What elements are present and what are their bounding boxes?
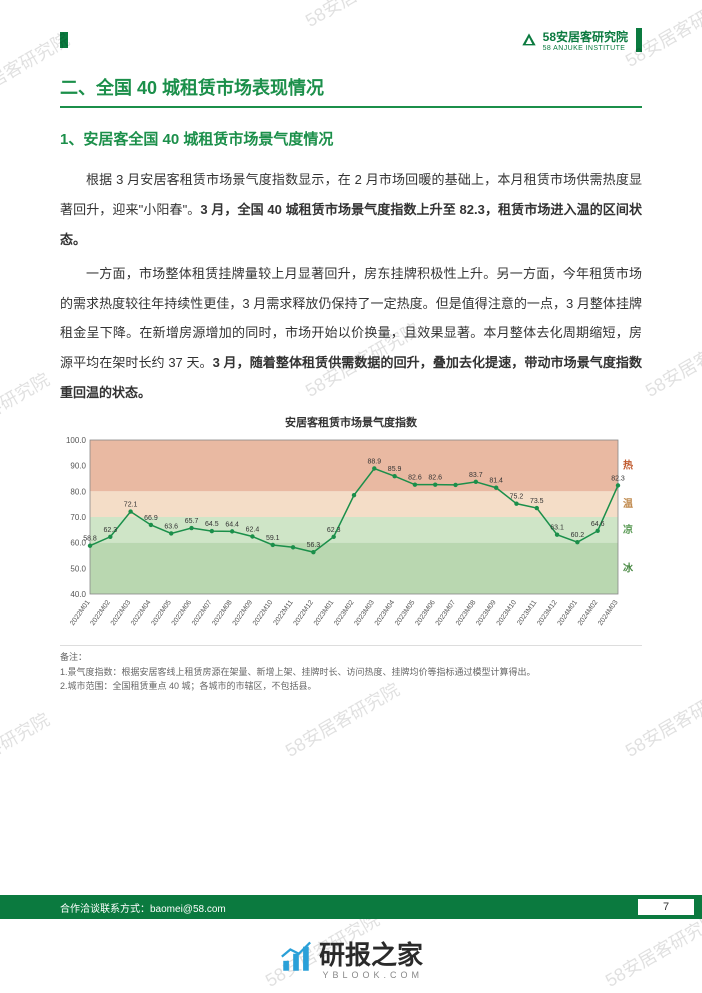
svg-text:80.0: 80.0 (70, 487, 86, 496)
subsection-heading: 1、安居客全国 40 城租赁市场景气度情况 (60, 128, 642, 149)
svg-text:100.0: 100.0 (66, 436, 87, 445)
svg-text:2022M10: 2022M10 (252, 599, 275, 627)
svg-text:2022M03: 2022M03 (110, 599, 133, 627)
svg-text:56.3: 56.3 (307, 542, 321, 549)
chart: 热温凉冰40.050.060.070.080.090.0100.058.862.… (60, 434, 642, 639)
svg-text:70.0: 70.0 (70, 513, 86, 522)
svg-text:63.6: 63.6 (164, 524, 178, 531)
svg-text:62.4: 62.4 (246, 527, 260, 534)
svg-text:82.6: 82.6 (428, 475, 442, 482)
svg-text:2024M03: 2024M03 (597, 599, 620, 627)
svg-text:65.7: 65.7 (185, 518, 199, 525)
svg-text:2023M01: 2023M01 (313, 599, 336, 627)
svg-text:2023M03: 2023M03 (353, 599, 376, 627)
svg-text:64.5: 64.5 (205, 521, 219, 528)
svg-text:2023M09: 2023M09 (475, 599, 498, 627)
svg-text:2023M02: 2023M02 (333, 599, 356, 627)
svg-text:64.6: 64.6 (591, 521, 605, 528)
watermark-text: 58安居客研究院 (0, 706, 54, 793)
svg-text:2022M12: 2022M12 (293, 599, 316, 627)
footer: 合作洽谈联系方式：baomei@58.com 7 研报之家 YBLOOK.COM (0, 895, 702, 991)
svg-text:40.0: 40.0 (70, 590, 86, 599)
svg-text:85.9: 85.9 (388, 466, 402, 473)
page-number: 7 (638, 899, 694, 915)
brand-logo-icon (521, 32, 537, 48)
svg-text:2022M08: 2022M08 (211, 599, 234, 627)
svg-text:凉: 凉 (623, 523, 633, 536)
svg-text:62.3: 62.3 (327, 527, 341, 534)
svg-text:温: 温 (623, 497, 633, 510)
svg-text:58.8: 58.8 (83, 536, 97, 543)
svg-text:2022M09: 2022M09 (232, 599, 255, 627)
footer-logo-icon (279, 941, 313, 975)
header: 58安居客研究院 58 ANJUKE INSTITUTE (60, 28, 642, 52)
svg-text:75.2: 75.2 (510, 494, 524, 501)
svg-text:2022M06: 2022M06 (171, 599, 194, 627)
svg-text:2023M04: 2023M04 (374, 599, 397, 627)
svg-text:2022M11: 2022M11 (273, 599, 295, 627)
svg-text:2023M05: 2023M05 (394, 599, 417, 627)
svg-text:73.5: 73.5 (530, 498, 544, 505)
svg-text:2022M05: 2022M05 (150, 599, 173, 627)
svg-text:2022M07: 2022M07 (191, 599, 214, 627)
svg-text:2024M02: 2024M02 (577, 599, 600, 627)
section-heading: 二、全国 40 城租赁市场表现情况 (60, 74, 642, 108)
svg-text:66.9: 66.9 (144, 515, 158, 522)
chart-title: 安居客租赁市场景气度指数 (60, 414, 642, 430)
chart-notes: 备注： 1.景气度指数：根据安居客线上租赁房源在架量、新增上架、挂牌时长、访问热… (60, 645, 642, 693)
svg-text:82.6: 82.6 (408, 475, 422, 482)
svg-text:50.0: 50.0 (70, 564, 86, 573)
svg-text:2022M02: 2022M02 (89, 599, 112, 627)
svg-text:81.4: 81.4 (489, 478, 503, 485)
svg-text:2024M01: 2024M01 (557, 599, 580, 627)
note-1: 1.景气度指数：根据安居客线上租赁房源在架量、新增上架、挂牌时长、访问热度、挂牌… (60, 665, 642, 679)
svg-text:60.2: 60.2 (571, 532, 585, 539)
footer-logo-text: 研报之家 (319, 940, 423, 970)
footer-logo: 研报之家 YBLOOK.COM (279, 935, 423, 980)
svg-text:2023M11: 2023M11 (516, 599, 538, 627)
svg-text:63.1: 63.1 (550, 525, 564, 532)
brand: 58安居客研究院 58 ANJUKE INSTITUTE (521, 28, 642, 52)
chart-svg: 热温凉冰40.050.060.070.080.090.0100.058.862.… (60, 434, 642, 639)
svg-text:2023M08: 2023M08 (455, 599, 478, 627)
svg-text:72.1: 72.1 (124, 502, 138, 509)
svg-text:64.4: 64.4 (225, 521, 239, 528)
svg-text:2022M04: 2022M04 (130, 599, 153, 627)
footer-logo-area: 研报之家 YBLOOK.COM (0, 919, 702, 980)
header-accent (60, 32, 68, 48)
svg-text:2023M12: 2023M12 (536, 599, 559, 627)
brand-name-cn: 58安居客研究院 (543, 28, 628, 45)
svg-text:2023M06: 2023M06 (414, 599, 437, 627)
footer-logo-sub: YBLOOK.COM (319, 970, 423, 980)
svg-text:2023M07: 2023M07 (435, 599, 458, 627)
svg-text:热: 热 (623, 459, 633, 472)
notes-title: 备注： (60, 650, 642, 664)
body-paragraph-2: 一方面，市场整体租赁挂牌量较上月显著回升，房东挂牌积极性上升。另一方面，今年租赁… (60, 259, 642, 408)
body-paragraph-1: 根据 3 月安居客租赁市场景气度指数显示，在 2 月市场回暖的基础上，本月租赁市… (60, 165, 642, 255)
svg-text:82.3: 82.3 (611, 476, 625, 483)
svg-text:90.0: 90.0 (70, 462, 86, 471)
svg-text:2023M10: 2023M10 (496, 599, 519, 627)
svg-text:59.1: 59.1 (266, 535, 280, 542)
svg-text:冰: 冰 (623, 561, 634, 574)
footer-contact: 合作洽谈联系方式：baomei@58.com (60, 900, 226, 915)
svg-text:2022M01: 2022M01 (69, 599, 92, 627)
footer-bar: 合作洽谈联系方式：baomei@58.com 7 (0, 895, 702, 919)
note-2: 2.城市范围：全国租赁重点 40 城；各城市的市辖区，不包括县。 (60, 679, 642, 693)
brand-name-en: 58 ANJUKE INSTITUTE (543, 45, 628, 52)
svg-text:83.7: 83.7 (469, 472, 483, 479)
svg-text:62.3: 62.3 (103, 527, 117, 534)
svg-text:88.9: 88.9 (367, 459, 381, 466)
